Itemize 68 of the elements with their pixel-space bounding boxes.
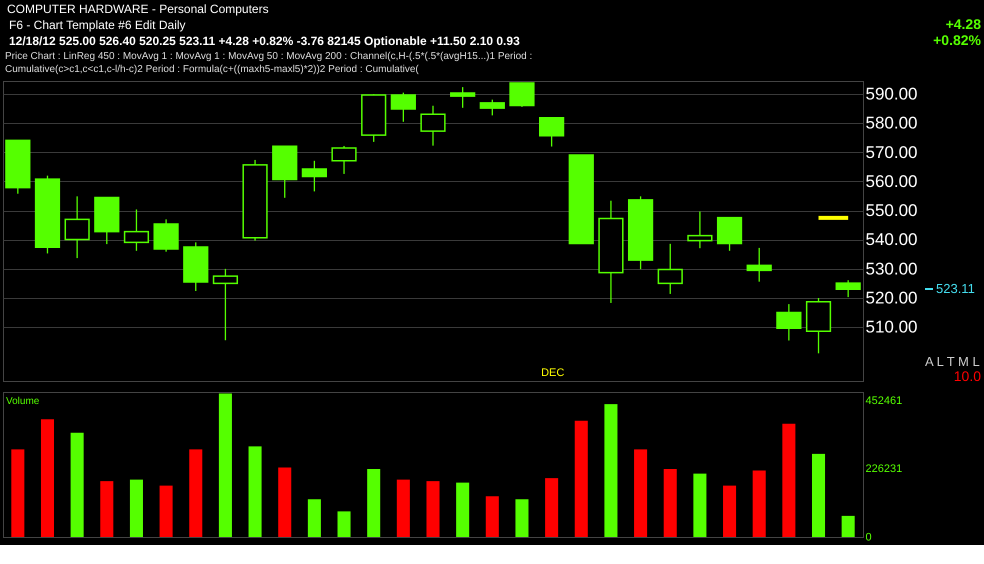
candlestick (390, 92, 416, 122)
candlestick (302, 160, 327, 192)
candlestick (658, 243, 683, 295)
text: +0.82% (933, 32, 982, 48)
candlestick (836, 280, 861, 298)
y-tick-label: 560.00 (866, 172, 918, 191)
text: +4.28 (946, 16, 982, 32)
candlestick (687, 210, 713, 249)
chart-title: Volume (6, 396, 40, 407)
bar (782, 424, 796, 537)
y-tick-label: 510.00 (866, 318, 918, 337)
y-tick-label: 550.00 (866, 201, 918, 220)
y-tick-label: 0 (866, 532, 872, 544)
candlestick (124, 208, 150, 252)
bar (160, 486, 173, 537)
annotation: DEC (541, 367, 564, 379)
candlestick (420, 105, 446, 146)
bar (842, 516, 855, 537)
bar (634, 449, 648, 537)
candlestick (776, 303, 802, 342)
candlestick (450, 86, 476, 108)
bar (515, 499, 528, 537)
text: F6 - Chart Template #6 Edit Daily (9, 18, 186, 32)
bar (130, 480, 143, 537)
text: 10.0 (954, 368, 982, 384)
y-tick-label: 540.00 (866, 230, 918, 250)
y-tick-label: 590.00 (866, 84, 918, 104)
y-tick-label: 570.00 (866, 142, 918, 162)
candlestick (212, 268, 238, 341)
bar (189, 449, 202, 537)
bar (338, 511, 351, 537)
bar (693, 474, 706, 537)
bar (308, 499, 321, 537)
bar (604, 404, 618, 537)
bar (486, 496, 499, 537)
bar (456, 482, 470, 537)
bar (426, 481, 440, 537)
bar (812, 454, 826, 537)
y-tick-label: 452461 (866, 394, 902, 407)
text: A L T M L (925, 354, 980, 369)
bar (574, 420, 588, 537)
bar (218, 394, 232, 537)
y-tick-label: 530.00 (866, 259, 918, 278)
candlestick (509, 82, 535, 108)
text: 523.11 (936, 281, 975, 296)
bar (40, 419, 54, 537)
bar (70, 432, 84, 537)
bar (396, 480, 410, 537)
bar (752, 470, 766, 537)
text: Price Chart : LinReg 450 : MovAvg 1 : MovAvg 1 : MovAvg 50 : MovAvg 200 : Channel(c,H-(.5*(.5*(avgH15...)1 Period : Cumulative(c>c1,c<c1,c-l/h-c)2 Period : Formula(c+((maxh5-maxl5)*2))2 Period : Cumulative( (5, 51, 532, 75)
bar (11, 449, 24, 537)
y-tick-label: 580.00 (866, 114, 918, 133)
y-tick-label: 520.00 (866, 288, 918, 308)
bar (664, 469, 677, 537)
candlestick (331, 145, 357, 175)
chart-subtitle: 12/18/12 525.00 526.40 520.25 523.11 +4.28 +0.82% -3.76 82145 Optionable +11.50 2.10 0.93 (9, 34, 520, 48)
bar (278, 468, 292, 537)
candlestick (64, 196, 90, 259)
candlestick (539, 116, 564, 148)
bar (723, 486, 736, 537)
candlestick (480, 98, 505, 116)
bar (248, 446, 262, 537)
y-tick-label: 226231 (866, 463, 902, 476)
bar (545, 478, 558, 537)
bar (367, 469, 380, 537)
bar (100, 481, 114, 537)
candlestick (746, 247, 772, 282)
chart-title: COMPUTER HARDWARE - Personal Computers (7, 2, 269, 16)
